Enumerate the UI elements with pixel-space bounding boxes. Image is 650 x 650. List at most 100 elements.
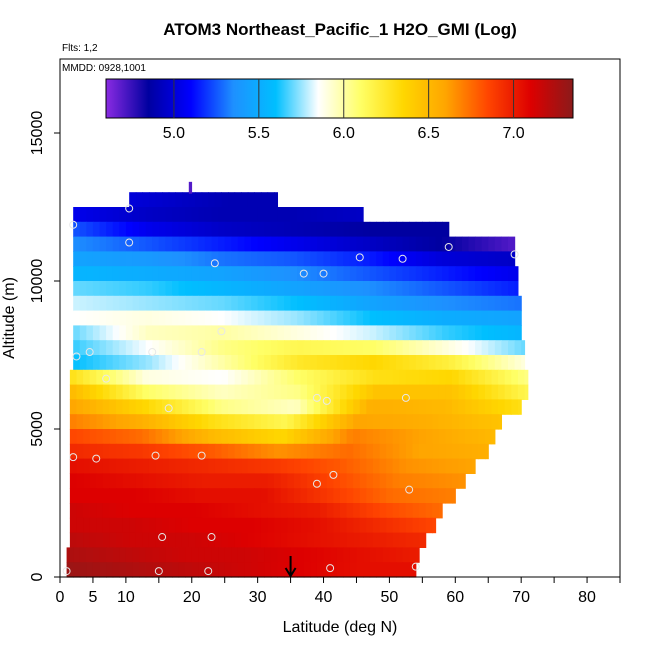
heatmap-cell [204, 251, 213, 267]
heatmap-cell [428, 221, 437, 238]
heatmap-cell [293, 517, 302, 534]
heatmap-cell [241, 399, 249, 415]
heatmap-cell [267, 488, 275, 504]
heatmap-cell [300, 517, 308, 534]
heatmap-cell [251, 207, 259, 223]
heatmap-cell [92, 340, 101, 356]
heatmap-cell [484, 414, 493, 430]
heatmap-cell [356, 207, 364, 223]
heatmap-cell [316, 547, 325, 563]
heatmap-cell [428, 340, 437, 356]
heatmap-cell [455, 310, 463, 326]
heatmap-cell [257, 266, 265, 282]
heatmap-cell [244, 221, 252, 238]
heatmap-cell [158, 325, 167, 341]
heatmap-cell [234, 443, 242, 460]
heatmap-cell [162, 488, 170, 504]
heatmap-cell [396, 236, 404, 252]
heatmap-cell [172, 236, 180, 252]
heatmap-cell [204, 236, 213, 252]
heatmap-cell [214, 192, 223, 208]
heatmap-cell [353, 414, 361, 430]
heatmap-cell [175, 399, 183, 415]
heatmap-cell [402, 281, 410, 297]
heatmap-cell [155, 517, 163, 534]
heatmap-cell [316, 295, 325, 312]
heatmap-cell [106, 221, 114, 238]
heatmap-cell [135, 192, 143, 208]
heatmap-cell [178, 325, 186, 341]
heatmap-cell [112, 266, 120, 282]
heatmap-cell [372, 517, 381, 534]
heatmap-cell [514, 325, 522, 341]
heatmap-cell [448, 310, 456, 326]
heatmap-cell [409, 547, 417, 563]
heatmap-cell [363, 562, 371, 578]
heatmap-cell [340, 488, 348, 504]
heatmap-cell [195, 384, 203, 400]
heatmap-cell [251, 355, 259, 371]
heatmap-cell [125, 562, 134, 578]
heatmap-cell [419, 517, 427, 534]
heatmap-cell [270, 340, 279, 356]
heatmap-cell [330, 266, 338, 282]
heatmap-cell [201, 443, 209, 460]
heatmap-cell [336, 221, 344, 238]
heatmap-cell [455, 295, 463, 312]
heatmap-cell [326, 458, 335, 474]
heatmap-cell [376, 281, 384, 297]
heatmap-cell [76, 473, 84, 489]
heatmap-cell [168, 429, 176, 445]
heatmap-cell [521, 355, 526, 371]
heatmap-cell [185, 281, 193, 297]
heatmap-cell [392, 399, 400, 415]
heatmap-cell [99, 547, 107, 563]
heatmap-cell [251, 562, 259, 578]
heatmap-cell [234, 458, 242, 474]
heatmap-cell [432, 399, 440, 415]
heatmap-cell [89, 384, 97, 400]
heatmap-cell [445, 488, 453, 504]
heatmap-cell [363, 221, 371, 238]
sample-point [401, 393, 410, 402]
heatmap-cell [148, 473, 157, 489]
heatmap-cell [280, 517, 288, 534]
heatmap-cell [428, 295, 437, 312]
heatmap-cell [293, 443, 302, 460]
heatmap-cell [392, 369, 400, 386]
heatmap-cell [99, 221, 107, 238]
heatmap-cell [254, 458, 262, 474]
sample-point [125, 204, 134, 213]
heatmap-cell [132, 266, 140, 282]
heatmap-cell [379, 473, 387, 489]
heatmap-cell [303, 355, 311, 371]
heatmap-cell [92, 547, 101, 563]
heatmap-cell [517, 399, 522, 415]
heatmap-cell [340, 503, 348, 519]
heatmap-cell [511, 384, 519, 400]
heatmap-cell [422, 251, 430, 267]
heatmap-cell [359, 384, 367, 400]
sample-point [398, 254, 407, 263]
heatmap-cell [106, 310, 114, 326]
heatmap-cell [139, 547, 147, 563]
heatmap-cell [86, 547, 94, 563]
heatmap-cell [119, 207, 127, 223]
heatmap-cell [310, 221, 318, 238]
heatmap-cell [165, 266, 173, 282]
heatmap-cell [461, 310, 470, 326]
heatmap-cell [392, 384, 400, 400]
heatmap-cell [198, 295, 206, 312]
heatmap-cell [297, 236, 305, 252]
heatmap-cell [372, 369, 381, 386]
heatmap-cell [392, 488, 400, 504]
heatmap-cell [254, 399, 262, 415]
heatmap-cell [175, 414, 183, 430]
heatmap-cell [290, 340, 298, 356]
heatmap-cell [234, 532, 242, 548]
heatmap-cell [415, 221, 423, 238]
heatmap-cell [353, 503, 361, 519]
heatmap-cell [399, 517, 407, 534]
heatmap-cell [175, 488, 183, 504]
heatmap-cell [129, 414, 137, 430]
